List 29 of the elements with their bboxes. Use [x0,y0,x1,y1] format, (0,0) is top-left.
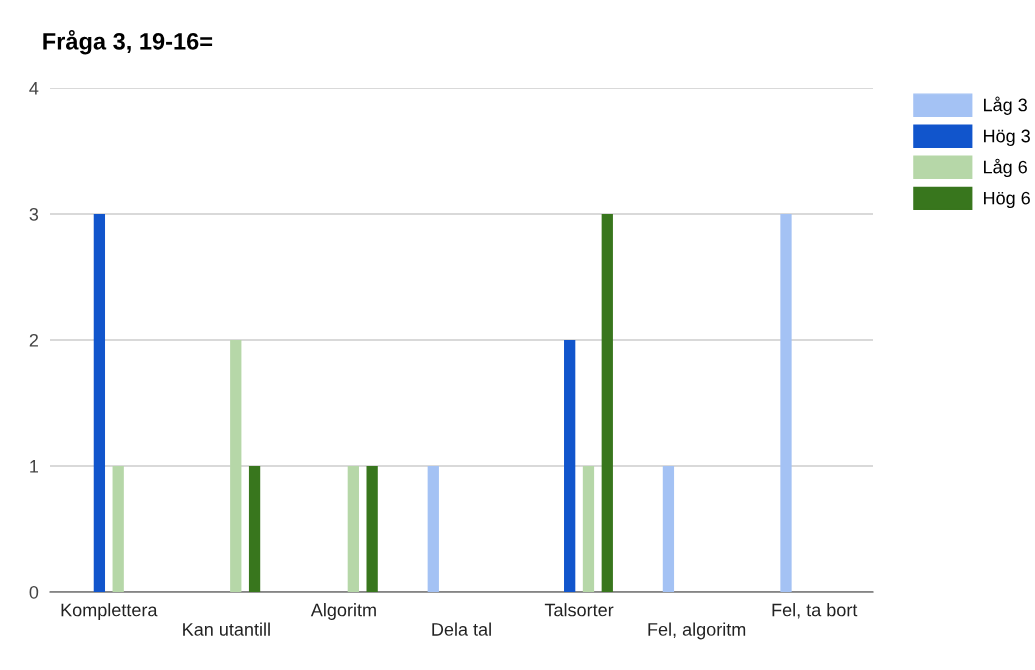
bar [93,214,106,592]
bar [780,214,792,592]
x-tick-label: Kan utantill [183,622,270,636]
legend-label: Hög 3 [984,129,1030,146]
y-tick-label: 4 [29,82,39,95]
legend-label: Hög 6 [984,191,1030,209]
bar [230,340,242,592]
x-tick-label: Talsorter [544,603,614,617]
chart-title: Fråga 3, 19-16= [43,30,213,55]
bar [366,466,378,592]
bar [248,466,261,592]
x-tick-label: Dela tal [432,622,491,636]
y-tick-label: 2 [29,333,38,347]
legend-label: Låg 6 [984,158,1027,177]
bar [662,466,675,592]
bar [347,466,359,592]
bar [427,466,439,592]
x-tick-label: Fel, ta bort [772,603,858,619]
y-tick-label: 3 [29,207,39,221]
bar [601,214,613,592]
x-tick-label: Fel, algoritm [648,622,746,640]
bar [582,466,595,592]
x-tick-label: Komplettera [61,603,158,620]
bar [564,340,576,592]
bar [112,466,124,592]
y-tick-label: 0 [29,585,39,599]
y-tick-label: 1 [30,460,39,473]
x-tick-label: Algoritm [310,603,376,620]
legend-label: Låg 3 [984,96,1027,115]
